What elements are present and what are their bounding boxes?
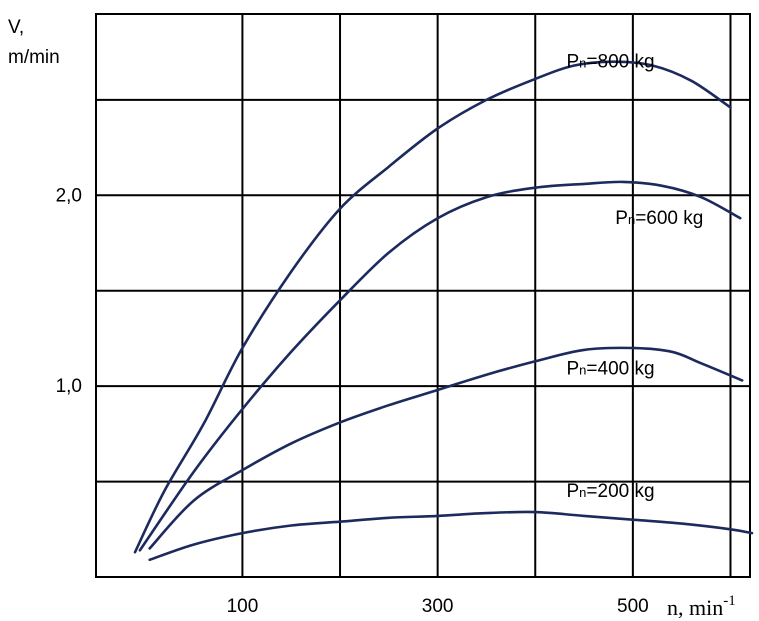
x-tick-label: 300 xyxy=(422,596,454,617)
series-line xyxy=(148,510,754,562)
series-label-prefix: P xyxy=(615,208,628,229)
series-label-suffix: =400 kg xyxy=(586,359,654,380)
y-tick-label: 2,0 xyxy=(56,185,82,206)
y-axis-label-line2: m/min xyxy=(8,47,60,68)
plot-frame xyxy=(95,13,751,578)
series-label-suffix: =600 kg xyxy=(635,208,703,229)
series-label: Pn=400 kg xyxy=(566,359,654,380)
series-label-subscript: n xyxy=(579,55,586,70)
series-line xyxy=(138,180,742,552)
series-label: Pn=200 kg xyxy=(566,481,654,502)
series-label-suffix: =200 kg xyxy=(586,481,654,502)
y-tick-label: 1,0 xyxy=(56,376,82,397)
y-axis-label-line1: V, xyxy=(8,17,24,38)
x-tick-label: 100 xyxy=(227,596,259,617)
series-label-suffix: =800 kg xyxy=(586,51,654,72)
series-line xyxy=(148,346,744,550)
x-axis-label-main: n, min xyxy=(667,595,723,620)
x-axis-label: n, min-1 xyxy=(667,593,736,620)
series-label: Pn=800 kg xyxy=(566,51,654,72)
series-label-prefix: P xyxy=(566,359,579,380)
x-axis-label-exponent: -1 xyxy=(723,593,736,609)
series-line xyxy=(133,60,732,554)
series-label-prefix: P xyxy=(566,481,579,502)
series-label-subscript: n xyxy=(628,212,635,227)
x-tick-label: 500 xyxy=(617,596,649,617)
curve-layer xyxy=(133,60,754,562)
series-label: Pn=600 kg xyxy=(615,208,703,229)
series-label-subscript: n xyxy=(579,363,586,378)
series-label-prefix: P xyxy=(566,51,579,72)
series-label-subscript: n xyxy=(579,485,586,500)
